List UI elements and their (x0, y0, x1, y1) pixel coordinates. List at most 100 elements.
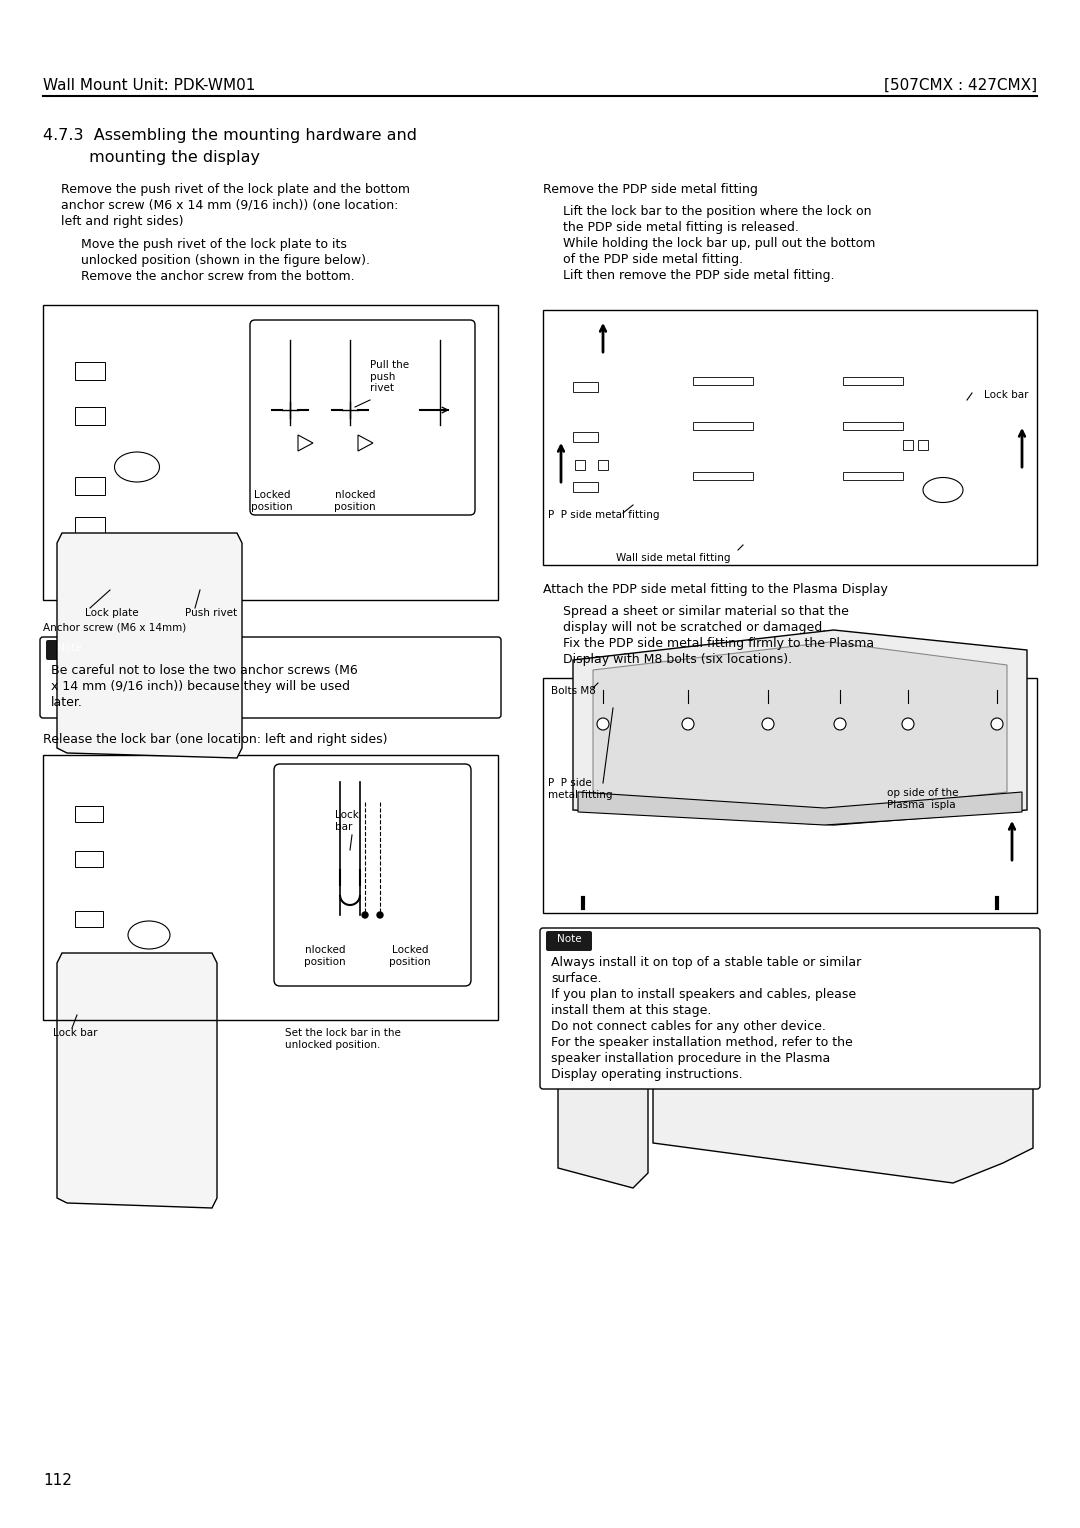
Text: Wall side metal fitting: Wall side metal fitting (616, 553, 730, 562)
Text: Lock
bar: Lock bar (335, 810, 359, 831)
Text: Remove the PDP side metal fitting: Remove the PDP side metal fitting (543, 183, 758, 196)
Text: nlocked
position: nlocked position (334, 490, 376, 512)
Text: Bolts M8: Bolts M8 (551, 686, 596, 695)
Polygon shape (298, 435, 313, 451)
Text: 112: 112 (43, 1473, 72, 1488)
Text: display will not be scratched or damaged.: display will not be scratched or damaged… (563, 620, 826, 634)
Text: Remove the push rivet of the lock plate and the bottom: Remove the push rivet of the lock plate … (60, 183, 410, 196)
Text: Always install it on top of a stable table or similar: Always install it on top of a stable tab… (551, 957, 861, 969)
Bar (75, 362, 105, 380)
Circle shape (834, 718, 846, 730)
Bar (75, 477, 105, 495)
Text: Remove the anchor screw from the bottom.: Remove the anchor screw from the bottom. (81, 270, 354, 283)
Circle shape (377, 912, 383, 918)
Polygon shape (357, 435, 373, 451)
Bar (843, 472, 903, 480)
Text: Lock plate: Lock plate (85, 608, 138, 617)
Text: Pull the
push
rivet: Pull the push rivet (370, 361, 409, 393)
Text: While holding the lock bar up, pull out the bottom: While holding the lock bar up, pull out … (563, 237, 876, 251)
Bar (693, 472, 753, 480)
Circle shape (762, 718, 774, 730)
Text: speaker installation procedure in the Plasma: speaker installation procedure in the Pl… (551, 1051, 831, 1065)
Bar (598, 460, 608, 471)
Text: Push rivet: Push rivet (185, 608, 238, 617)
FancyBboxPatch shape (40, 637, 501, 718)
Text: nlocked
position: nlocked position (305, 944, 346, 967)
Bar (843, 377, 903, 385)
Text: the PDP side metal fitting is released.: the PDP side metal fitting is released. (563, 222, 799, 234)
Bar (843, 422, 903, 429)
Bar (543, 310, 1037, 565)
Text: surface.: surface. (551, 972, 602, 986)
Bar (543, 678, 1037, 914)
Text: Lock bar: Lock bar (985, 390, 1029, 400)
Bar (573, 481, 598, 492)
Text: Move the push rivet of the lock plate to its: Move the push rivet of the lock plate to… (81, 238, 347, 251)
Text: 4.7.3  Assembling the mounting hardware and: 4.7.3 Assembling the mounting hardware a… (43, 128, 417, 144)
Polygon shape (653, 973, 1032, 1183)
Text: Attach the PDP side metal fitting to the Plasma Display: Attach the PDP side metal fitting to the… (543, 584, 888, 596)
Circle shape (902, 718, 914, 730)
Text: Note: Note (56, 643, 81, 652)
FancyBboxPatch shape (46, 640, 92, 660)
Bar (573, 432, 598, 442)
Text: Note: Note (556, 934, 581, 944)
Text: [507CMX : 427CMX]: [507CMX : 427CMX] (883, 78, 1037, 93)
Polygon shape (573, 630, 1027, 825)
Bar (903, 440, 913, 451)
Bar (575, 460, 585, 471)
Text: anchor screw (M6 x 14 mm (9/16 inch)) (one location:: anchor screw (M6 x 14 mm (9/16 inch)) (o… (60, 199, 399, 212)
Bar (573, 382, 598, 393)
FancyBboxPatch shape (540, 927, 1040, 1089)
Text: later.: later. (51, 695, 83, 709)
Bar (693, 422, 753, 429)
Text: Lift the lock bar to the position where the lock on: Lift the lock bar to the position where … (563, 205, 872, 219)
Ellipse shape (129, 921, 170, 949)
Bar (43, 306, 498, 601)
Text: of the PDP side metal fitting.: of the PDP side metal fitting. (563, 254, 743, 266)
Circle shape (597, 718, 609, 730)
Text: P  P side
metal fitting: P P side metal fitting (548, 778, 612, 799)
Text: Wall Mount Unit: PDK-WM01: Wall Mount Unit: PDK-WM01 (43, 78, 255, 93)
Text: Lift then remove the PDP side metal fitting.: Lift then remove the PDP side metal fitt… (563, 269, 835, 283)
Text: left and right sides): left and right sides) (60, 215, 184, 228)
Polygon shape (558, 998, 648, 1187)
Bar (75, 911, 103, 927)
Text: Set the lock bar in the
unlocked position.: Set the lock bar in the unlocked positio… (285, 1028, 401, 1050)
Ellipse shape (114, 452, 160, 481)
Text: P  P side metal fitting: P P side metal fitting (548, 510, 660, 520)
Text: Do not connect cables for any other device.: Do not connect cables for any other devi… (551, 1021, 826, 1033)
Bar (75, 851, 103, 866)
Text: Spread a sheet or similar material so that the: Spread a sheet or similar material so th… (563, 605, 849, 617)
FancyBboxPatch shape (249, 319, 475, 515)
Text: Display operating instructions.: Display operating instructions. (551, 1068, 743, 1080)
Bar (75, 406, 105, 425)
FancyBboxPatch shape (546, 931, 592, 950)
Polygon shape (578, 792, 1022, 825)
Text: Fix the PDP side metal fitting firmly to the Plasma: Fix the PDP side metal fitting firmly to… (563, 637, 874, 649)
Text: Locked
position: Locked position (252, 490, 293, 512)
Text: mounting the display: mounting the display (43, 150, 260, 165)
Bar (693, 377, 753, 385)
Text: install them at this stage.: install them at this stage. (551, 1004, 712, 1018)
Bar (918, 440, 928, 451)
Text: Release the lock bar (one location: left and right sides): Release the lock bar (one location: left… (43, 733, 388, 746)
Text: Locked
position: Locked position (389, 944, 431, 967)
Text: Anchor screw (M6 x 14mm): Anchor screw (M6 x 14mm) (43, 622, 186, 633)
Circle shape (681, 718, 694, 730)
Polygon shape (57, 533, 242, 758)
Polygon shape (57, 953, 217, 1209)
Text: Display with M8 bolts (six locations).: Display with M8 bolts (six locations). (563, 652, 792, 666)
Ellipse shape (923, 477, 963, 503)
Text: unlocked position (shown in the figure below).: unlocked position (shown in the figure b… (81, 254, 370, 267)
Text: Lock bar: Lock bar (53, 1028, 97, 1038)
Circle shape (991, 718, 1003, 730)
Text: For the speaker installation method, refer to the: For the speaker installation method, ref… (551, 1036, 853, 1050)
Bar (43, 755, 498, 1021)
Circle shape (362, 912, 368, 918)
Text: op side of the
Plasma  ispla: op side of the Plasma ispla (887, 788, 959, 810)
Polygon shape (593, 642, 1007, 811)
Text: If you plan to install speakers and cables, please: If you plan to install speakers and cabl… (551, 989, 856, 1001)
FancyBboxPatch shape (274, 764, 471, 986)
Bar (75, 805, 103, 822)
